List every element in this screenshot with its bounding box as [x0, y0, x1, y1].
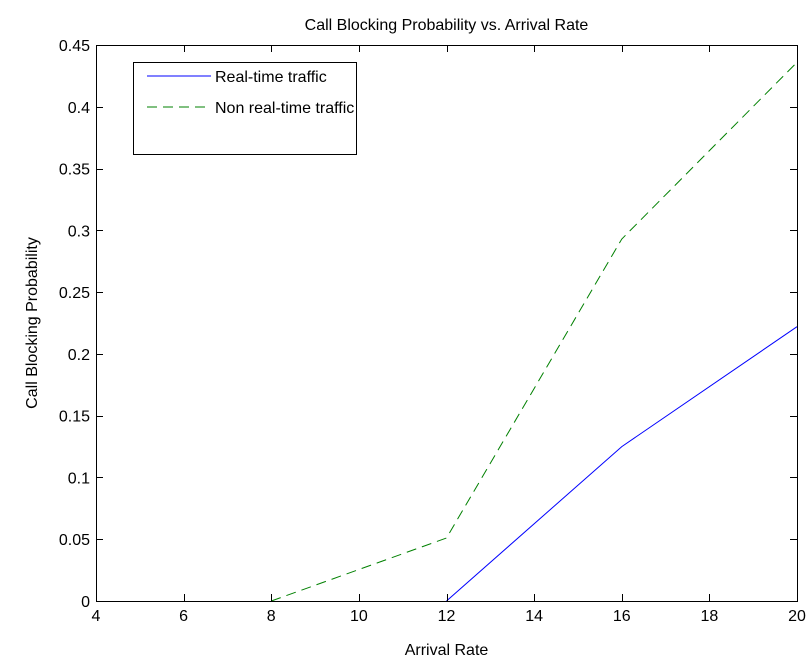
series-layer	[271, 61, 798, 602]
legend-label-1: Real-time traffic	[215, 69, 327, 86]
x-tick-label: 8	[267, 608, 276, 625]
series-line-1	[446, 326, 798, 602]
x-tick-label: 16	[613, 608, 631, 625]
x-tick-label: 18	[700, 608, 718, 625]
legend-box	[133, 62, 357, 155]
x-tick-label: 20	[788, 608, 806, 625]
x-tick-label: 10	[350, 608, 368, 625]
y-tick-label: 0.1	[68, 470, 90, 487]
y-tick-label: 0.45	[59, 38, 90, 55]
y-tick-label: 0.15	[59, 409, 90, 426]
y-axis-title: Call Blocking Probability	[24, 237, 41, 409]
y-tick-label: 0.05	[59, 532, 90, 549]
y-tick-label: 0.4	[68, 100, 90, 117]
y-tick-label: 0.25	[59, 285, 90, 302]
x-tick-label: 4	[92, 608, 101, 625]
x-tick-label: 14	[525, 608, 543, 625]
y-tick-label: 0.3	[68, 223, 90, 240]
x-tick-label: 12	[438, 608, 456, 625]
chart-title: Call Blocking Probability vs. Arrival Ra…	[305, 17, 589, 34]
y-tick-label: 0.2	[68, 347, 90, 364]
y-tick-label: 0	[81, 594, 90, 611]
y-tick-label: 0.35	[59, 162, 90, 179]
legend-label-2: Non real-time traffic	[215, 100, 354, 117]
series-line-2	[271, 61, 798, 602]
legend: Real-time traffic Non real-time traffic	[133, 62, 357, 155]
x-tick-label: 6	[179, 608, 188, 625]
x-axis-title: Arrival Rate	[405, 642, 489, 659]
ticks-layer: 4 6 8 10 12 14 16 18 20 0 0.05 0.1 0.15 0.2 0.25 0.3 0.3…	[59, 38, 806, 625]
